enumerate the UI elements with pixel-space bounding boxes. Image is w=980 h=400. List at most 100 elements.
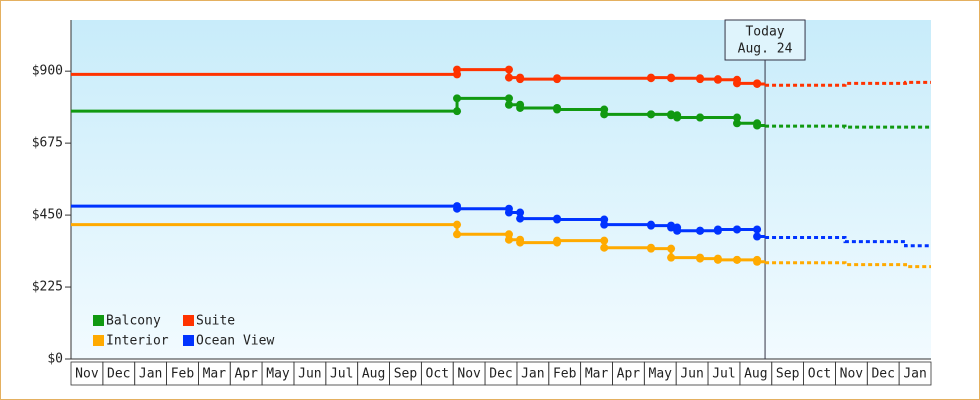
x-tick-label: Sep — [394, 367, 418, 382]
point-prev — [600, 215, 609, 224]
point-prev — [553, 214, 562, 223]
point-prev — [713, 226, 722, 235]
x-tick-label: Aug — [362, 367, 385, 382]
point — [600, 243, 609, 252]
point-prev — [504, 230, 513, 239]
point-prev — [733, 113, 742, 122]
x-tick-label: Dec — [489, 367, 512, 382]
point — [733, 119, 742, 128]
x-tick-label: Feb — [553, 367, 577, 382]
point-prev — [733, 75, 742, 84]
forecast-line — [765, 235, 931, 248]
point-prev — [647, 74, 656, 83]
x-tick-label: Dec — [871, 367, 894, 382]
point-prev — [516, 235, 525, 244]
point-prev — [453, 107, 462, 116]
point-prev — [600, 236, 609, 245]
point-prev — [733, 225, 742, 234]
point-prev — [753, 79, 762, 88]
point — [504, 73, 513, 82]
point-prev — [453, 220, 462, 229]
x-tick-label: Nov — [75, 367, 99, 382]
point-prev — [713, 254, 722, 263]
point-prev — [753, 225, 762, 234]
point-prev — [504, 65, 513, 74]
point-prev — [453, 202, 462, 211]
x-tick-label: Feb — [171, 367, 195, 382]
point — [453, 94, 462, 103]
point-prev — [673, 223, 682, 232]
point-prev — [733, 255, 742, 264]
point — [753, 232, 762, 241]
point-prev — [553, 103, 562, 112]
x-tick-label: Apr — [234, 367, 258, 382]
x-tick-label: Jun — [680, 367, 703, 382]
legend-swatch — [183, 315, 194, 326]
y-tick-label: $450 — [32, 208, 63, 223]
legend-label: Suite — [196, 314, 235, 329]
x-tick-label: Jul — [712, 367, 735, 382]
today-label: Today — [745, 25, 784, 40]
point-prev — [753, 255, 762, 264]
point — [504, 100, 513, 109]
x-tick-label: Jan — [521, 367, 544, 382]
x-tick-label: Jan — [903, 367, 926, 382]
x-tick-label: Mar — [203, 367, 227, 382]
legend-swatch — [93, 315, 104, 326]
point-prev — [667, 244, 676, 253]
point-prev — [713, 75, 722, 84]
point-prev — [553, 75, 562, 84]
today-label: Aug. 24 — [738, 42, 793, 57]
y-tick-label: $0 — [47, 352, 63, 367]
point-prev — [516, 100, 525, 109]
point-prev — [753, 119, 762, 128]
point — [667, 253, 676, 262]
point-prev — [647, 110, 656, 119]
x-tick-label: May — [266, 367, 290, 382]
y-tick-label: $675 — [32, 136, 63, 151]
x-tick-label: Dec — [107, 367, 130, 382]
x-tick-label: Oct — [808, 367, 831, 382]
legend-swatch — [183, 335, 194, 346]
y-tick-label: $900 — [32, 64, 63, 79]
point-prev — [696, 226, 705, 235]
today-box — [724, 19, 806, 61]
point-prev — [667, 110, 676, 119]
x-tick-box — [898, 361, 932, 386]
point-prev — [516, 208, 525, 217]
x-tick-label: Apr — [617, 367, 641, 382]
point-prev — [673, 111, 682, 120]
point-prev — [553, 238, 562, 247]
legend-label: Balcony — [106, 314, 161, 329]
forecast-line — [765, 80, 931, 87]
y-tick-label: $225 — [32, 280, 63, 295]
point-prev — [667, 73, 676, 82]
point — [516, 214, 525, 223]
point-prev — [504, 94, 513, 103]
x-tick-label: Jan — [139, 367, 162, 382]
plot-area — [71, 20, 931, 359]
point-prev — [696, 74, 705, 83]
x-tick-label: Nov — [457, 367, 481, 382]
point-prev — [516, 73, 525, 82]
point-prev — [696, 113, 705, 122]
x-tick-label: Jun — [298, 367, 321, 382]
point-prev — [600, 105, 609, 114]
legend-swatch — [93, 335, 104, 346]
point-prev — [504, 204, 513, 213]
point-prev — [453, 70, 462, 79]
legend-label: Ocean View — [196, 334, 274, 349]
legend-label: Interior — [106, 334, 169, 349]
x-tick-label: Jul — [330, 367, 353, 382]
x-tick-label: Oct — [426, 367, 449, 382]
forecast-line — [765, 124, 931, 129]
point — [453, 230, 462, 239]
x-tick-label: Sep — [776, 367, 800, 382]
x-tick-label: Aug — [744, 367, 767, 382]
x-tick-label: May — [649, 367, 673, 382]
point-prev — [647, 243, 656, 252]
point-prev — [647, 220, 656, 229]
point-prev — [667, 221, 676, 230]
x-tick-label: Nov — [840, 367, 864, 382]
